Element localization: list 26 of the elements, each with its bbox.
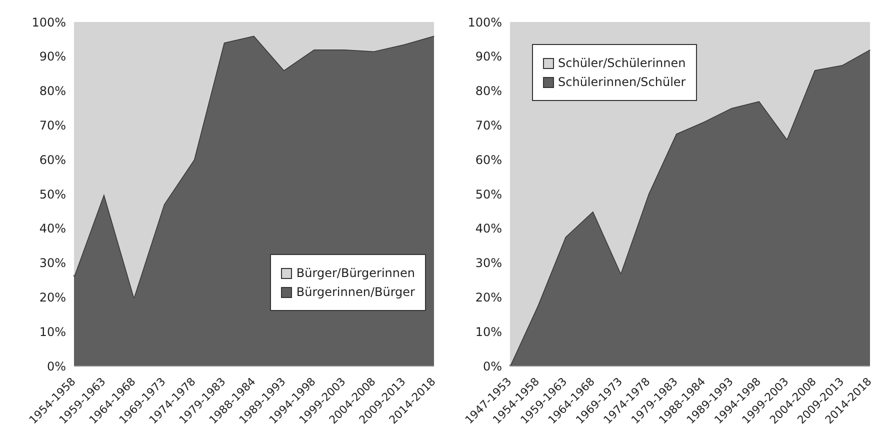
y-tick-label: 80% (39, 84, 66, 98)
y-tick-label: 60% (39, 152, 66, 167)
y-tick-label: 0% (46, 359, 66, 374)
y-tick-label: 70% (39, 118, 66, 132)
legend-label: Bürger/Bürgerinnen (296, 266, 415, 280)
y-tick-label: 60% (475, 152, 502, 167)
y-tick-label: 40% (39, 222, 66, 236)
y-tick-label: 10% (39, 324, 66, 339)
y-tick-label: 20% (39, 290, 66, 304)
legend-label: Schülerinnen/Schüler (558, 75, 686, 89)
y-tick-label: 80% (475, 84, 502, 98)
y-tick-label: 40% (475, 222, 502, 236)
y-tick-label: 100% (32, 15, 66, 30)
y-tick-label: 30% (475, 256, 502, 270)
y-tick-label: 50% (39, 187, 66, 202)
y-tick-label: 50% (475, 187, 502, 202)
y-tick-label: 10% (475, 324, 502, 339)
y-tick-label: 70% (475, 118, 502, 132)
y-tick-label: 0% (482, 359, 502, 374)
y-tick-label: 90% (475, 50, 502, 64)
legend-label: Bürgerinnen/Bürger (296, 285, 415, 299)
y-tick-label: 20% (475, 290, 502, 304)
y-tick-label: 100% (468, 15, 502, 30)
y-tick-label: 30% (39, 256, 66, 270)
legend-label: Schüler/Schülerinnen (558, 56, 686, 70)
y-tick-label: 90% (39, 50, 66, 64)
